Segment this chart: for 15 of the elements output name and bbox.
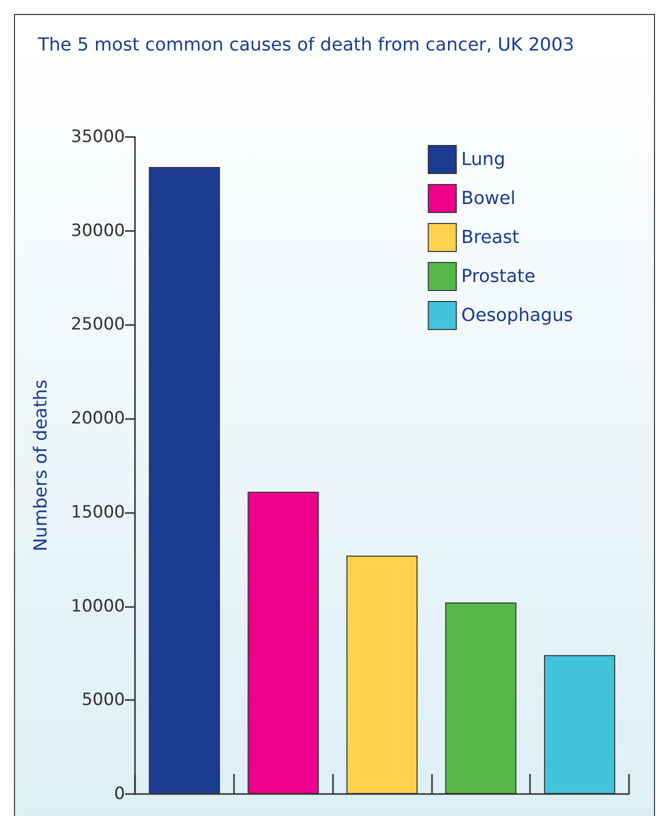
y-tick-label: 25000 (70, 314, 125, 335)
legend-label: Bowel (461, 188, 516, 209)
y-tick-label: 20000 (70, 408, 125, 429)
chart-title: The 5 most common causes of death from cancer, UK 2003 (37, 34, 574, 56)
y-tick-label: 10000 (70, 596, 125, 616)
legend-label: Breast (461, 227, 520, 248)
y-tick-label: 5000 (82, 690, 125, 710)
y-tick-label: 30000 (70, 220, 125, 241)
y-tick-label: 0 (114, 784, 125, 804)
y-tick-label: 15000 (70, 502, 125, 522)
legend-label: Prostate (461, 266, 536, 287)
legend-label: Lung (461, 149, 506, 170)
legend-label: Oesophagus (461, 305, 574, 326)
y-tick-label: 35000 (70, 127, 125, 147)
y-axis-title: Numbers of deaths (30, 380, 52, 552)
